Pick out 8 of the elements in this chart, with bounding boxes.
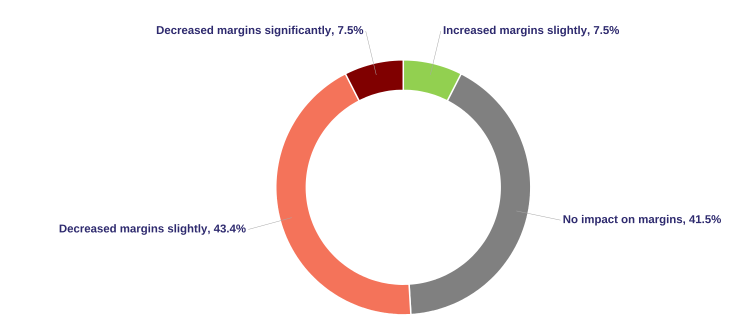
slice-label: Decreased margins significantly (156, 26, 332, 37)
slice-label: Decreased margins slightly (60, 224, 208, 235)
data-label: , 7.5% (332, 26, 364, 36)
data-label: , 41.5% (683, 215, 722, 225)
slice-label: Increased margins slightly (444, 26, 587, 37)
data-label: , 7.5% (588, 26, 620, 36)
slice-label: No impact on margins (564, 214, 682, 226)
data-label: , 43.4% (208, 224, 246, 234)
